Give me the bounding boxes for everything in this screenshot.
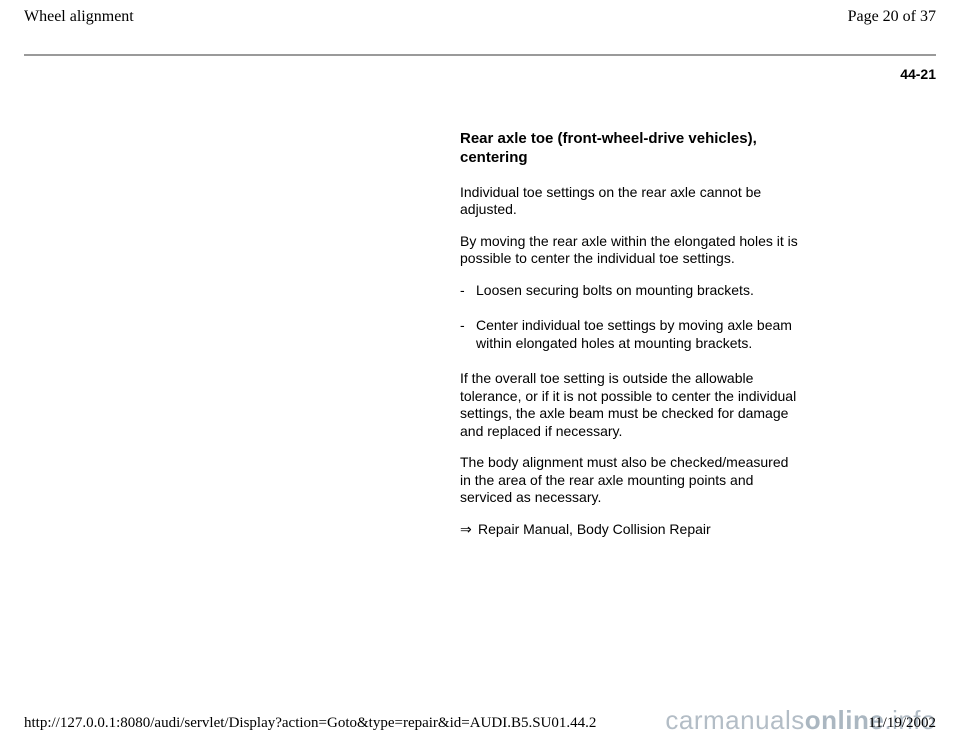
- page-indicator: Page 20 of 37: [848, 8, 936, 26]
- step-item: - Center individual toe settings by movi…: [460, 317, 802, 352]
- section-heading: Rear axle toe (front-wheel-drive vehicle…: [460, 130, 802, 168]
- footer-url: http://127.0.0.1:8080/audi/servlet/Displ…: [24, 715, 596, 732]
- step-bullet-icon: -: [460, 317, 476, 352]
- content-column: Rear axle toe (front-wheel-drive vehicle…: [460, 130, 802, 538]
- step-text: Center individual toe settings by moving…: [476, 317, 802, 352]
- step-bullet-icon: -: [460, 282, 476, 300]
- print-header: Wheel alignment Page 20 of 37: [0, 0, 960, 30]
- cross-reference: ⇒ Repair Manual, Body Collision Repair: [460, 521, 802, 539]
- page: Wheel alignment Page 20 of 37 44-21 Rear…: [0, 0, 960, 742]
- watermark-part-a: carmanuals: [665, 705, 804, 735]
- paragraph-1: Individual toe settings on the rear axle…: [460, 184, 802, 219]
- paragraph-2: By moving the rear axle within the elong…: [460, 233, 802, 268]
- step-item: - Loosen securing bolts on mounting brac…: [460, 282, 802, 300]
- section-number: 44-21: [0, 56, 960, 82]
- footer-date: 11/19/2002: [868, 715, 936, 732]
- doc-title: Wheel alignment: [24, 8, 134, 26]
- reference-text: Repair Manual, Body Collision Repair: [478, 521, 802, 539]
- step-text: Loosen securing bolts on mounting bracke…: [476, 282, 802, 300]
- paragraph-3: If the overall toe setting is outside th…: [460, 370, 802, 440]
- arrow-right-icon: ⇒: [460, 521, 478, 539]
- paragraph-4: The body alignment must also be checked/…: [460, 454, 802, 507]
